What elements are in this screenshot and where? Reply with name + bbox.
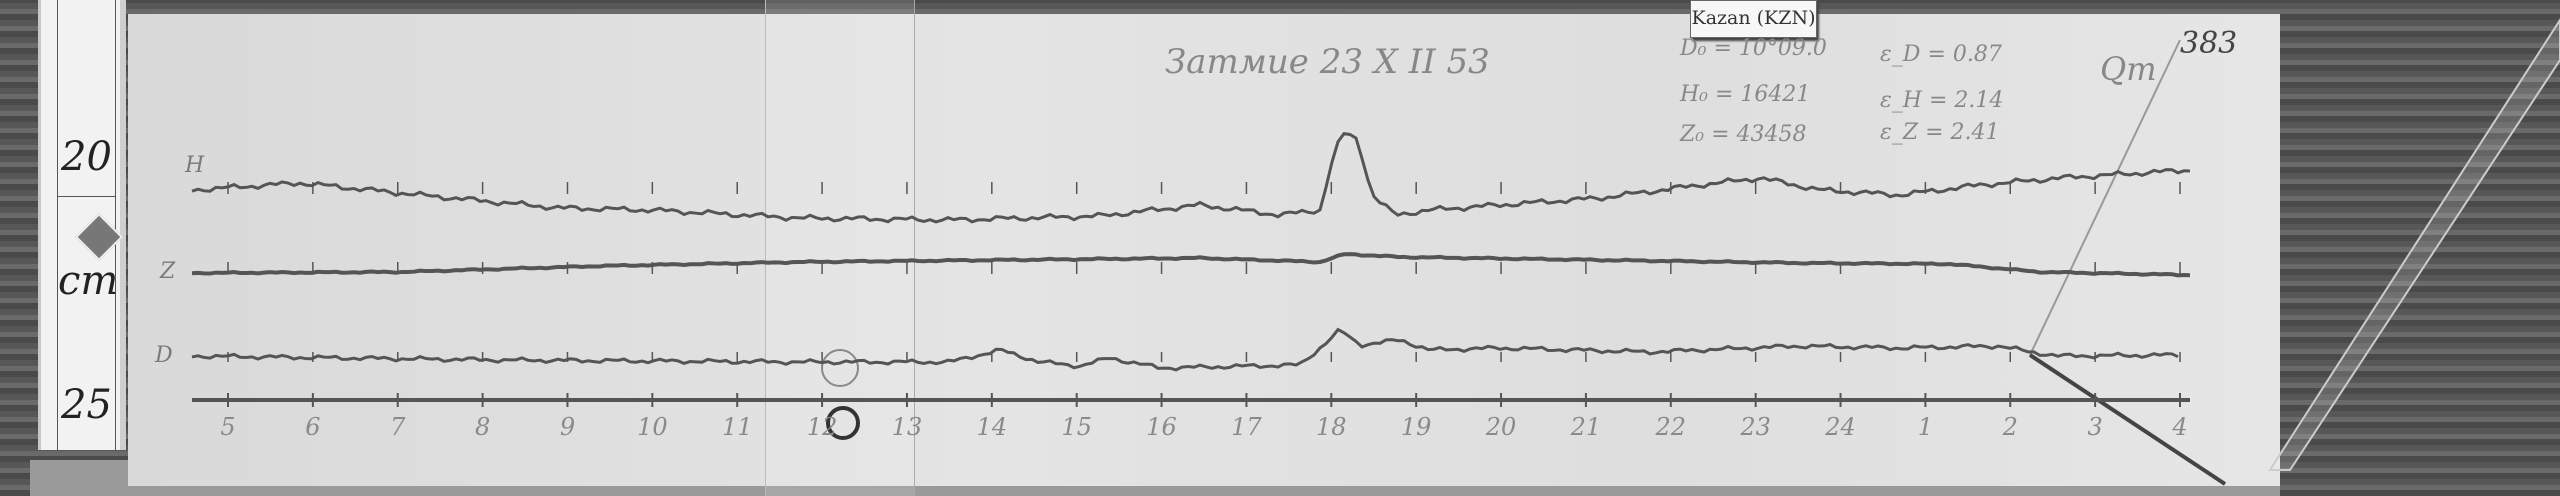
constant-z0: Z₀ = 43458 [1680, 122, 1807, 147]
hour-label: 20 [1485, 413, 1517, 441]
sheet-number: 383 [2180, 26, 2238, 61]
ruler-number-25: 25 [61, 382, 112, 428]
hour-label: 7 [390, 413, 406, 441]
hour-label: 9 [560, 413, 575, 441]
hour-label: 12 [807, 413, 838, 441]
hour-label: 3 [2087, 413, 2102, 441]
hour-label: 5 [220, 413, 235, 441]
constant-ed: ε_D = 0.87 [1880, 42, 2002, 67]
transparent-tape-strip [765, 0, 915, 496]
hole-mark-lower [826, 406, 860, 440]
hour-label: 16 [1146, 413, 1177, 441]
hour-label: 6 [305, 413, 320, 441]
triangle-edge [2029, 39, 2181, 356]
corner-note: Qm [2100, 50, 2157, 88]
constant-eh: ε_H = 2.14 [1880, 88, 2004, 113]
trace-label-d: D [154, 343, 173, 368]
constant-ez: ε_Z = 2.41 [1880, 120, 2000, 145]
hour-label: 11 [722, 413, 753, 441]
hour-label: 23 [1739, 413, 1771, 441]
hour-label: 15 [1061, 413, 1092, 441]
hour-label: 1 [1918, 413, 1933, 441]
hour-label: 18 [1316, 413, 1347, 441]
hour-label: 24 [1824, 413, 1856, 441]
constant-h0: H₀ = 16421 [1680, 82, 1811, 107]
hour-label: 13 [892, 413, 923, 441]
ruler-number-20: 20 [61, 134, 112, 180]
hour-label: 21 [1570, 413, 1602, 441]
trace-label-z: Z [159, 259, 176, 284]
magnetogram-sheet [128, 14, 2280, 486]
trace-label-h: H [184, 153, 205, 178]
hour-label: 17 [1231, 413, 1262, 441]
hour-label: 22 [1655, 413, 1687, 441]
hour-label: 8 [475, 413, 490, 441]
hour-label: 4 [2171, 413, 2187, 441]
diagonal-line [2028, 353, 2227, 486]
hour-label: 14 [977, 413, 1008, 441]
hour-label: 10 [637, 413, 668, 441]
plastic-triangle [2268, 18, 2560, 471]
hour-label: 2 [2002, 413, 2018, 441]
constant-d0: D₀ = 10°09.0 [1680, 36, 1827, 61]
z-trace [191, 252, 2191, 278]
hour-label: 19 [1401, 413, 1432, 441]
ruler-unit: cm [58, 258, 119, 304]
hole-mark-upper [821, 349, 859, 387]
h-trace [191, 131, 2191, 224]
handwritten-title: Затмие 23 X II 53 [1165, 42, 1490, 82]
station-label: Kazan (KZN) [1690, 0, 1817, 38]
d-trace [191, 327, 2179, 372]
ruler-scale: 20 cm 25 [38, 0, 126, 450]
